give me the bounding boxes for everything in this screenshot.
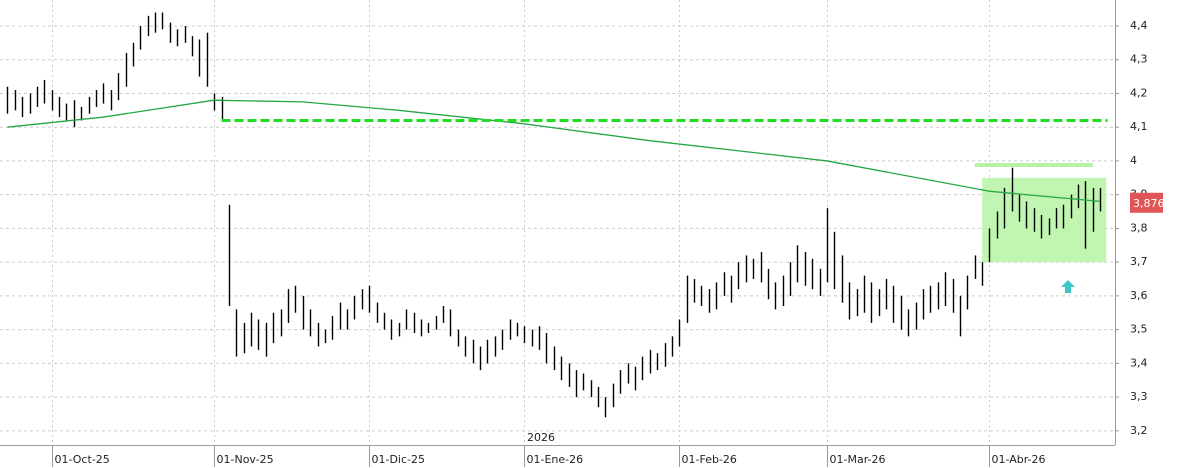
year-label: 2026 xyxy=(527,431,555,444)
x-tick-label: 01-Mar-26 xyxy=(830,453,886,466)
moving-average xyxy=(7,99,1101,203)
y-tick-label: 4,2 xyxy=(1130,86,1148,99)
x-tick-label: 01-Abr-26 xyxy=(992,453,1046,466)
x-tick-label: 01-Ene-26 xyxy=(527,453,584,466)
y-tick-label: 4,4 xyxy=(1130,19,1148,32)
x-tick-label: 01-Dic-25 xyxy=(372,453,426,466)
x-tick-label: 01-Nov-25 xyxy=(217,453,274,466)
y-tick-label: 4 xyxy=(1130,154,1137,167)
y-tick-label: 3,7 xyxy=(1130,255,1148,268)
last-price-tag xyxy=(1130,192,1163,213)
y-tick-label: 4,3 xyxy=(1130,53,1148,66)
y-tick-label: 3,2 xyxy=(1130,424,1148,437)
x-tick-label: 01-Feb-26 xyxy=(682,453,737,466)
last-price-label: 3,876 xyxy=(1133,197,1165,210)
y-tick-label: 3,3 xyxy=(1130,390,1148,403)
range-box xyxy=(982,177,1107,263)
up-arrow xyxy=(1061,280,1075,293)
y-tick-label: 3,6 xyxy=(1130,289,1148,302)
y-tick-label: 3,4 xyxy=(1130,356,1148,369)
y-tick-label: 3,5 xyxy=(1130,323,1148,336)
x-tick-label: 01-Oct-25 xyxy=(55,453,110,466)
y-tick-label: 4,1 xyxy=(1130,120,1148,133)
y-tick-label: 3,8 xyxy=(1130,221,1148,234)
